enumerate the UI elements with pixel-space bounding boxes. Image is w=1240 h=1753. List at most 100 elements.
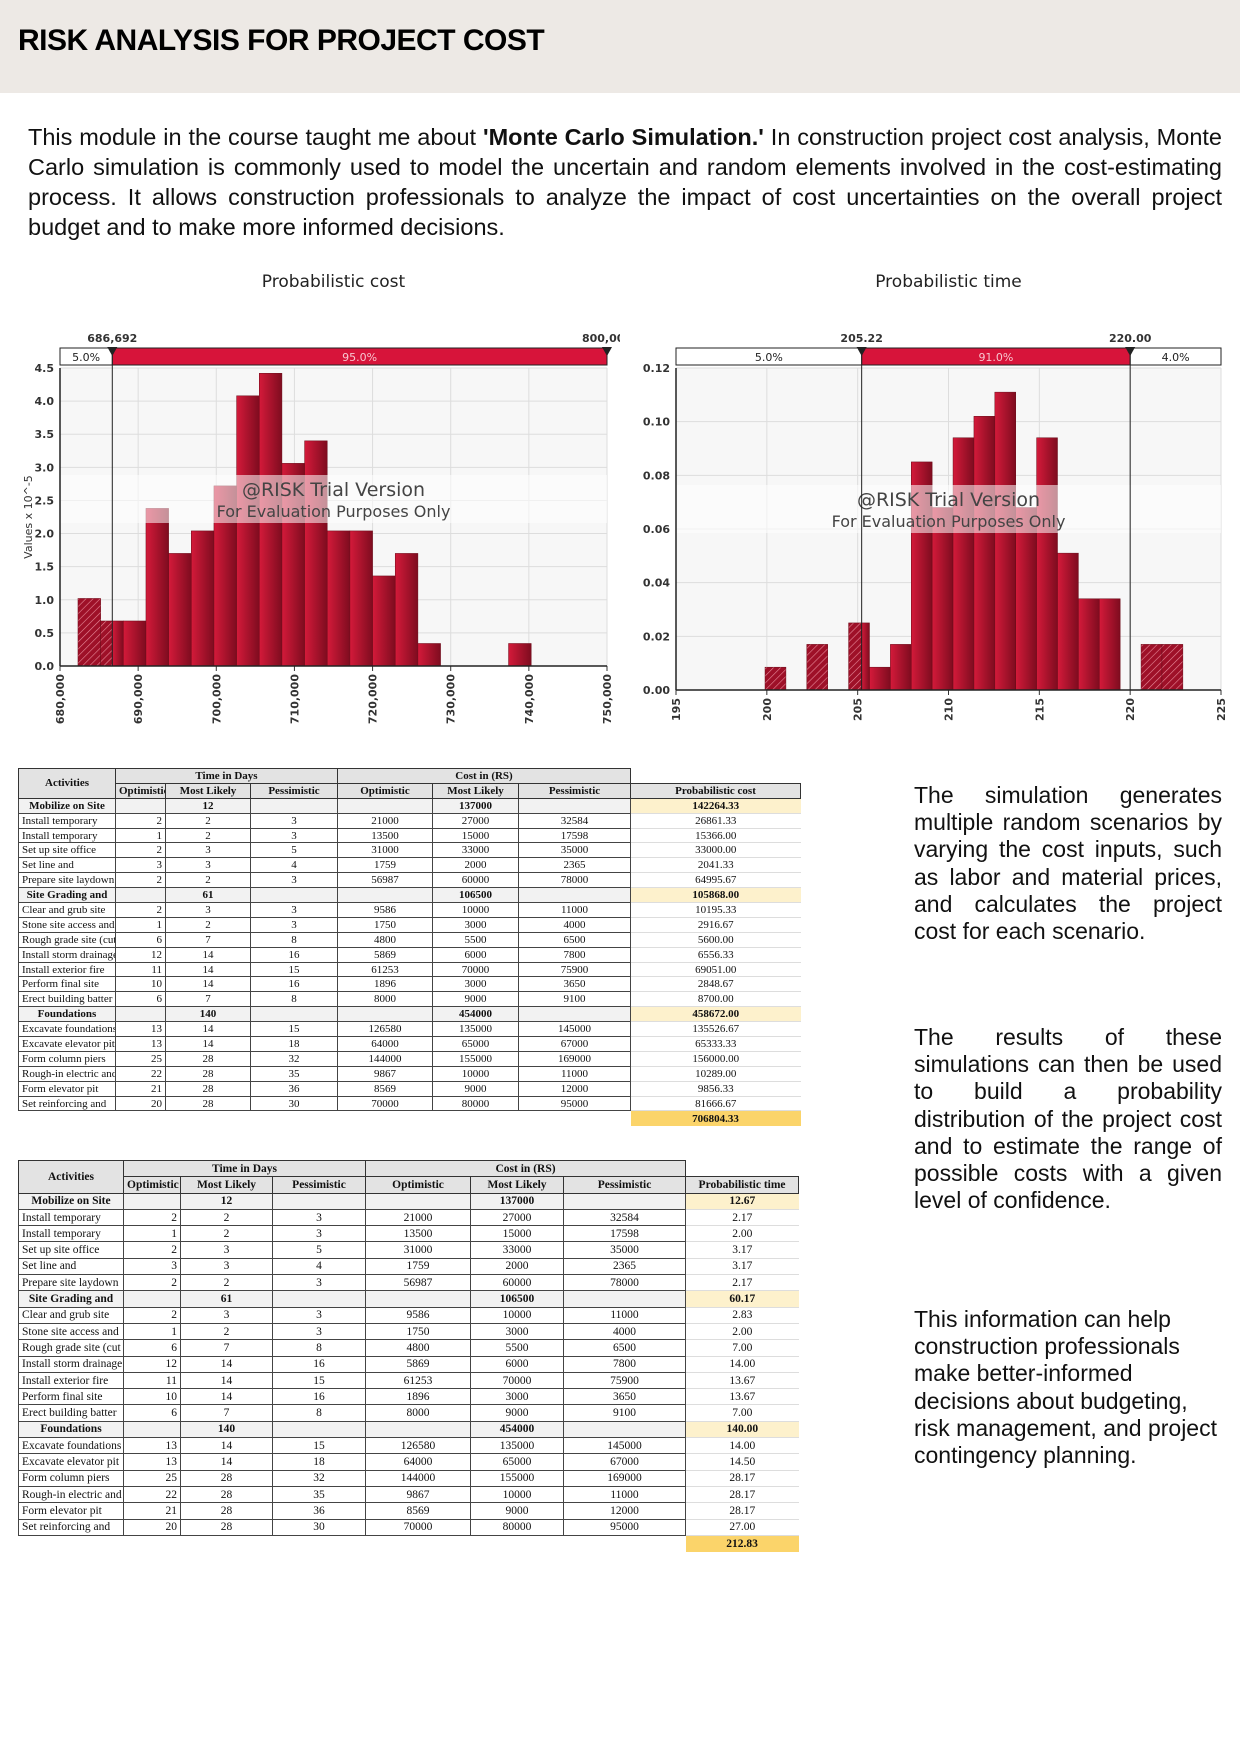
band-label-right: 4.0% (1162, 351, 1190, 364)
time-most-likely-cell: 14 (165, 946, 251, 963)
time-most-likely-cell: 3 (165, 857, 251, 874)
activity-cell: Perform final site (18, 976, 116, 993)
table-row: Install exterior fire 11 14 15 61253 70000 759… (18, 961, 801, 978)
table-row: Rough-in electric and 22 28 35 9867 10000 1100… (18, 1065, 801, 1082)
band-label-left: 5.0% (72, 351, 100, 364)
time-most-likely-cell: 3 (165, 842, 251, 859)
time-pessimistic-cell (271, 1420, 367, 1439)
cost-pessimistic-cell: 67000 (563, 1453, 687, 1471)
x-tick-label: 210 (943, 698, 956, 721)
time-optimistic-cell: 2 (115, 812, 166, 829)
x-tick-label: 205 (852, 698, 865, 721)
y-tick-label: 0.10 (643, 416, 670, 429)
time-pessimistic-cell: 3 (271, 1274, 367, 1292)
time-optimistic-cell: 2 (115, 842, 166, 859)
time-optimistic-cell: 25 (115, 1050, 166, 1067)
side-paragraph-simulation: The simulation generates multiple random… (914, 782, 1222, 945)
histogram-bar (861, 622, 870, 691)
y-tick-label: 0.02 (643, 630, 670, 643)
activity-cell: Install storm drainage (18, 1355, 124, 1373)
y-tick-label: 4.0 (35, 395, 55, 408)
time-optimistic-cell: 20 (115, 1095, 166, 1112)
time-pessimistic-cell: 35 (271, 1485, 367, 1504)
x-tick-label: 740,000 (523, 674, 536, 724)
col-cost-optimistic: Optimistic (337, 782, 433, 799)
time-optimistic-cell: 6 (123, 1404, 181, 1422)
histogram-bar (112, 620, 124, 667)
time-optimistic-cell: 21 (115, 1080, 166, 1097)
cost-pessimistic-cell: 9100 (563, 1404, 687, 1422)
time-most-likely-cell: 2 (165, 827, 251, 844)
cost-optimistic-cell: 8000 (337, 991, 433, 1008)
blank-header (685, 1160, 799, 1178)
cost-most-likely-cell: 15000 (432, 827, 519, 844)
cost-pessimistic-cell: 11000 (563, 1306, 687, 1324)
cost-pessimistic-cell: 12000 (518, 1080, 631, 1097)
cost-pessimistic-cell: 32584 (518, 812, 631, 829)
cost-pessimistic-cell: 2365 (563, 1257, 687, 1276)
time-most-likely-cell: 7 (180, 1339, 273, 1357)
cost-most-likely-cell: 137000 (470, 1192, 565, 1210)
time-pessimistic-cell: 30 (250, 1095, 338, 1112)
cost-most-likely-cell: 60000 (432, 872, 519, 889)
cost-most-likely-cell: 10000 (432, 902, 519, 918)
table-row: Erect building batter 6 7 8 8000 9000 9100 8700… (18, 991, 801, 1008)
prob-cost-cell: 2848.67 (630, 976, 801, 993)
time-pessimistic-cell: 4 (271, 1257, 367, 1276)
time-pessimistic-cell: 15 (250, 1021, 338, 1038)
cost-optimistic-cell: 1896 (365, 1388, 472, 1406)
time-most-likely-cell: 2 (165, 812, 251, 829)
time-most-likely-cell: 14 (180, 1355, 273, 1373)
cost-most-likely-cell: 9000 (432, 1080, 519, 1097)
time-optimistic-cell: 10 (115, 976, 166, 993)
x-tick-label: 220 (1124, 698, 1137, 721)
time-optimistic-cell: 20 (123, 1518, 181, 1536)
cost-optimistic-cell: 61253 (365, 1371, 472, 1390)
time-optimistic-cell (123, 1420, 181, 1439)
activity-cell: Set line and (18, 857, 116, 874)
time-pessimistic-cell (271, 1192, 367, 1210)
prob-cost-cell: 458672.00 (630, 1006, 801, 1023)
time-pessimistic-cell: 30 (271, 1518, 367, 1536)
col-group-cost: Cost in (RS) (365, 1159, 687, 1178)
histogram-bar (123, 620, 147, 667)
cost-pessimistic-cell: 2365 (518, 857, 631, 874)
cost-most-likely-cell: 27000 (470, 1208, 565, 1227)
activity-cell: Form column piers (18, 1050, 116, 1067)
cost-optimistic-cell: 1759 (337, 857, 433, 874)
time-most-likely-cell: 2 (180, 1208, 273, 1227)
cost-optimistic-cell: 8569 (365, 1502, 472, 1520)
prob-cost-cell: 9856.33 (630, 1080, 801, 1097)
cost-pessimistic-cell: 7800 (563, 1355, 687, 1373)
table-row: Install exterior fire 11 14 15 61253 70000 759… (18, 1371, 799, 1390)
marker-value-low: 686,692 (87, 332, 137, 345)
cost-optimistic-cell: 5869 (337, 946, 433, 963)
activity-cell: Form column piers (18, 1469, 124, 1487)
histogram-bar (417, 643, 441, 667)
col-group-cost: Cost in (RS) (337, 768, 631, 784)
x-tick-label: 200 (761, 698, 774, 721)
histogram-bar (1057, 552, 1079, 691)
cost-optimistic-cell: 126580 (337, 1021, 433, 1038)
y-tick-label: 0.08 (643, 469, 670, 482)
cost-pessimistic-cell: 35000 (563, 1241, 687, 1259)
prob-cost-cell: 26861.33 (630, 812, 801, 829)
time-most-likely-cell: 7 (165, 991, 251, 1008)
cost-pessimistic-cell: 4000 (563, 1322, 687, 1341)
cost-most-likely-cell: 65000 (470, 1453, 565, 1471)
cost-most-likely-cell: 2000 (432, 857, 519, 874)
y-tick-label: 0.0 (35, 660, 55, 673)
marker-triangle-icon (1125, 347, 1136, 356)
table-row: Prepare site laydown 2 2 3 56987 60000 78000 2.… (18, 1274, 799, 1292)
activity-cell: Mobilize on Site (18, 797, 116, 814)
time-pessimistic-cell: 3 (271, 1225, 367, 1243)
cost-pessimistic-cell: 12000 (563, 1502, 687, 1520)
cost-pessimistic-cell (518, 1006, 631, 1023)
cost-most-likely-cell: 33000 (470, 1241, 565, 1259)
time-pessimistic-cell: 36 (250, 1080, 338, 1097)
table-row: Excavate foundations 13 14 15 126580 135000 14… (18, 1437, 799, 1455)
cost-optimistic-cell: 1896 (337, 976, 433, 993)
cost-pessimistic-cell: 169000 (563, 1469, 687, 1487)
prob-time-cell: 14.00 (685, 1355, 799, 1373)
prob-time-cell: 7.00 (685, 1339, 799, 1357)
